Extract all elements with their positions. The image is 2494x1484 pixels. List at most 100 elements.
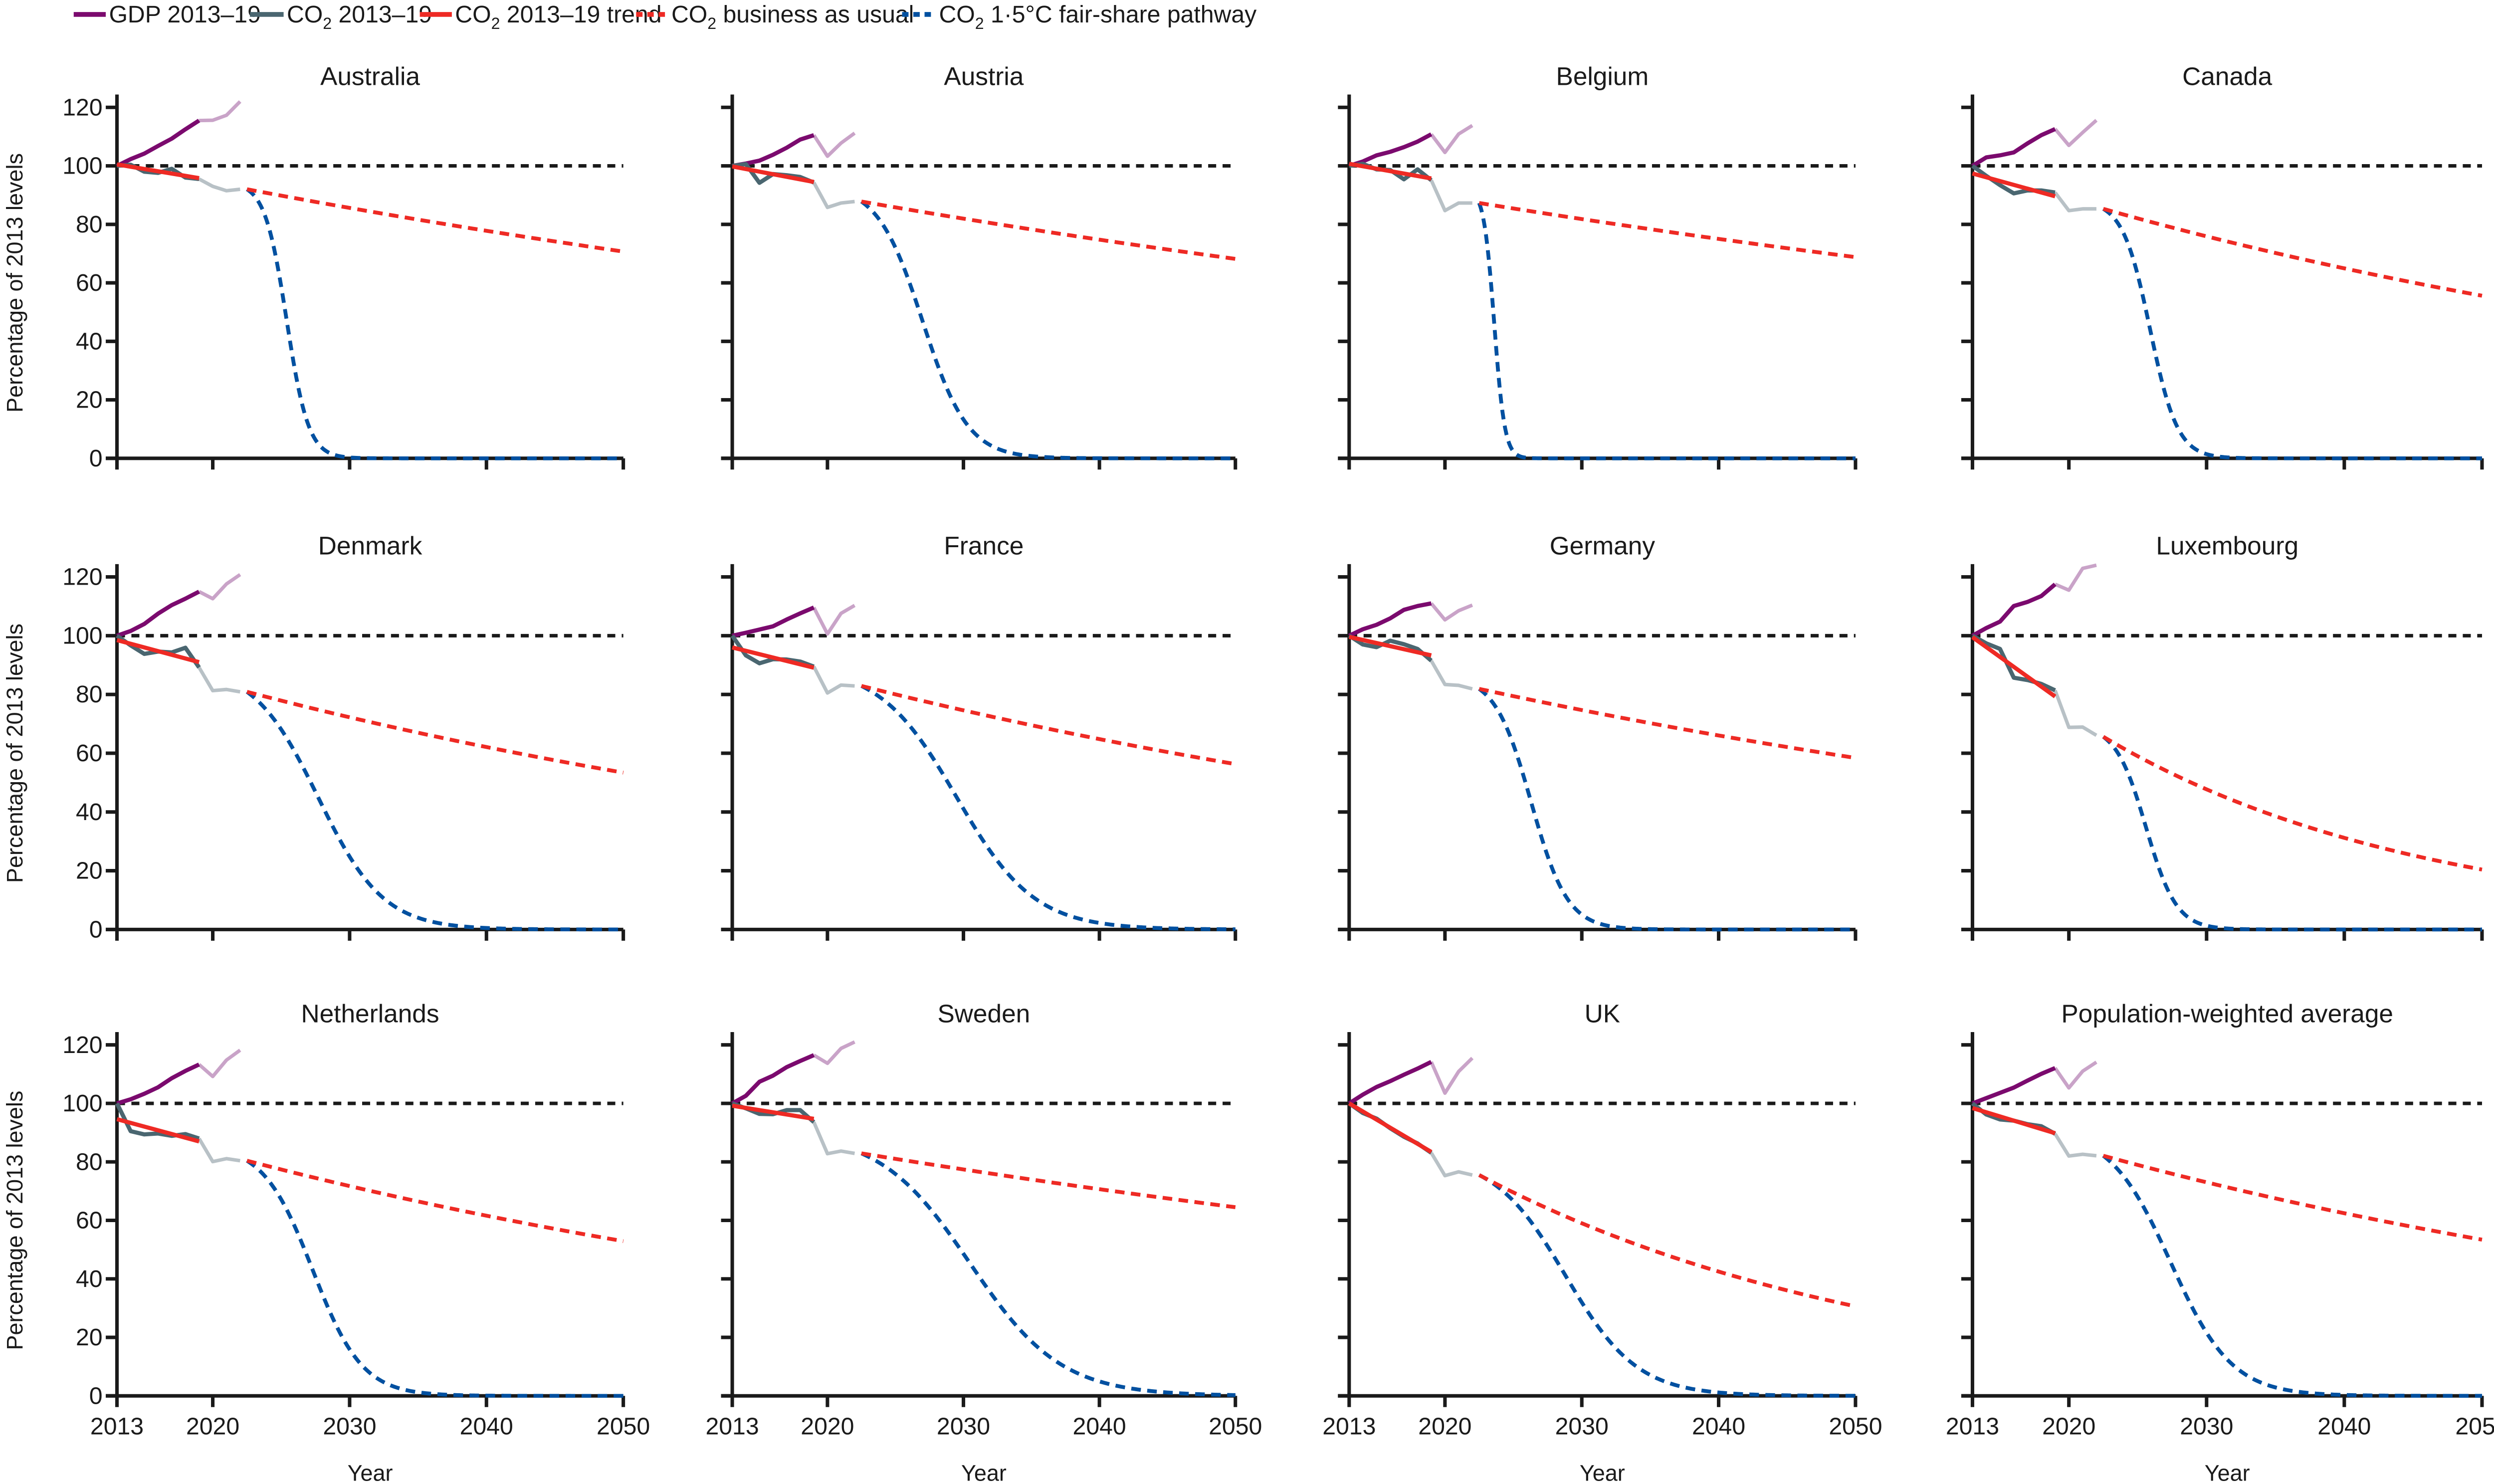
x-tick-label: 2030	[1555, 1413, 1609, 1440]
gdp-2019-22-line	[2054, 1060, 2097, 1090]
co2-trend-line	[732, 645, 815, 670]
gdp-2019-22-line	[2054, 119, 2098, 147]
gdp-2013-19-line	[116, 1062, 200, 1105]
legend-item-bau: CO2 business as usual	[636, 1, 914, 32]
co2-2019-22-line	[1430, 179, 1472, 212]
legend-label-bau-main: CO	[671, 1, 707, 28]
panel-title: UK	[1585, 999, 1620, 1028]
x-tick-label: 2020	[801, 1413, 854, 1440]
gdp-2019-22-line	[1430, 602, 1473, 622]
panel-title: Germany	[1550, 531, 1656, 560]
y-tick-label: 120	[62, 94, 102, 121]
legend-item-co2: CO2 2013–19	[250, 1, 432, 32]
legend-label-trend-main: CO	[455, 1, 491, 28]
y-tick-label: 0	[89, 916, 103, 943]
fair-share-pathway-line	[1478, 1173, 1857, 1398]
y-tick-label: 40	[76, 799, 103, 826]
gdp-2013-19-line	[1971, 1066, 2056, 1105]
gdp-2013-19-line	[732, 133, 815, 168]
x-tick-label: 2020	[1418, 1413, 1471, 1440]
y-tick-label: 0	[89, 1382, 103, 1409]
co2-2013-19-line	[1348, 634, 1433, 662]
fair-share-pathway-line	[860, 200, 1236, 460]
co2-2019-22-line	[2053, 689, 2097, 737]
y-tick-label: 80	[76, 1148, 103, 1175]
business-as-usual-line	[246, 1159, 624, 1243]
gdp-2013-19-line	[1971, 127, 2056, 168]
co2-trend-line	[1971, 635, 2057, 698]
fair-share-pathway-line	[245, 690, 624, 932]
co2-2013-19-line	[1971, 634, 2056, 692]
legend-label-gdp: GDP 2013–19	[109, 1, 260, 28]
legend-item-trend: CO2 2013–19 trend	[419, 1, 662, 32]
business-as-usual-line	[246, 690, 624, 775]
business-as-usual-line	[1478, 201, 1856, 259]
fair-share-pathway-line	[246, 1159, 624, 1398]
panel-title: Population-weighted average	[2061, 999, 2393, 1028]
panel-population-weighted-average: Population-weighted average 2013 2020 2030 2…	[1946, 999, 2494, 1484]
x-tick-label: 2050	[597, 1413, 650, 1440]
y-tick-label: 60	[76, 740, 103, 767]
legend-label-fair-sub: 2	[975, 14, 984, 32]
x-axis-label: Year	[1580, 1461, 1625, 1484]
x-tick-label: 2030	[937, 1413, 990, 1440]
legend-label-bau-rest: business as usual	[716, 1, 914, 28]
x-tick-label: 2040	[2317, 1413, 2371, 1440]
business-as-usual-line	[1478, 687, 1856, 760]
y-tick-label: 20	[76, 387, 103, 414]
business-as-usual-line	[861, 1151, 1236, 1209]
x-tick-label: 2050	[1209, 1413, 1262, 1440]
co2-trend-line	[1349, 162, 1432, 181]
panel-uk: UK 2013 2020 2030 2040 2050 Year	[1322, 999, 1882, 1484]
x-tick-label: 2013	[705, 1413, 759, 1440]
panel-title: Netherlands	[301, 999, 439, 1028]
panel-title: Australia	[320, 61, 420, 90]
gdp-2013-19-line	[1971, 583, 2057, 638]
business-as-usual-line	[2102, 207, 2483, 298]
y-axis-label: Percentage of 2013 levels	[2, 624, 27, 883]
co2-2019-22-line	[2054, 1133, 2097, 1158]
fair-share-pathway-line	[2102, 1154, 2483, 1398]
legend-label-co2-main: CO	[287, 1, 323, 28]
co2-2019-22-line	[2054, 191, 2096, 212]
x-tick-label: 2050	[2455, 1413, 2494, 1440]
panel-australia: Australia 0 20 40 60 80 100 120 Percentage of 20…	[2, 61, 625, 472]
business-as-usual-line	[861, 684, 1236, 766]
gdp-2013-19-line	[731, 1053, 815, 1105]
gdp-2013-19-line	[732, 606, 815, 638]
co2-2019-22-line	[812, 665, 855, 695]
fair-share-pathway-line	[860, 684, 1236, 931]
co2-trend-line	[732, 164, 815, 184]
legend-label-bau-sub: 2	[707, 14, 716, 32]
y-tick-label: 20	[76, 857, 103, 884]
y-tick-label: 60	[76, 1207, 103, 1234]
legend-label-fair-main: CO	[939, 1, 975, 28]
legend-label-co2-sub: 2	[323, 14, 332, 32]
gdp-2019-22-line	[812, 131, 856, 158]
panel-luxembourg: Luxembourg	[1961, 531, 2484, 941]
co2-2019-22-line	[1430, 659, 1473, 691]
co2-2019-22-line	[812, 182, 855, 210]
panel-title: France	[944, 531, 1024, 560]
legend-label-fair-rest: 1·5°C fair-share pathway	[984, 1, 1257, 28]
y-axis-label: Percentage of 2013 levels	[2, 1090, 27, 1350]
gdp-2013-19-line	[1348, 132, 1433, 168]
gdp-2019-22-line	[1430, 124, 1473, 155]
panel-france: France	[721, 531, 1238, 941]
x-tick-label: 2040	[1073, 1413, 1126, 1440]
business-as-usual-line	[2102, 735, 2483, 872]
fair-share-pathway-line	[2102, 207, 2483, 460]
x-axis-label: Year	[348, 1461, 393, 1484]
gdp-2013-19-line	[116, 590, 201, 638]
fair-share-pathway-line	[2102, 735, 2483, 932]
panel-title: Belgium	[1556, 61, 1649, 90]
panel-sweden: Sweden 2013 2020 2030 2040 2050 Year	[705, 999, 1262, 1484]
gdp-2019-22-line	[2054, 563, 2097, 592]
panel-belgium: Belgium	[1338, 61, 1858, 470]
panel-title: Sweden	[938, 999, 1031, 1028]
y-tick-label: 100	[62, 153, 102, 180]
legend-label-co2-rest: 2013–19	[332, 1, 432, 28]
panel-denmark: Denmark 0 20 40 60 80 100 120 Percentage of 2013…	[2, 531, 625, 943]
